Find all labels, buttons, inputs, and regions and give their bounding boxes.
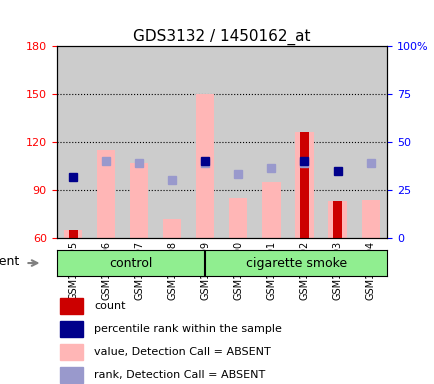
Text: rank, Detection Call = ABSENT: rank, Detection Call = ABSENT [94, 370, 265, 380]
Bar [287, 46, 320, 238]
Bar [229, 198, 247, 238]
Bar [353, 46, 386, 238]
Bar [163, 219, 181, 238]
Bar [221, 46, 254, 238]
Bar [299, 132, 308, 238]
Bar [60, 298, 83, 314]
Bar [122, 46, 155, 238]
Bar [64, 230, 82, 238]
Bar [60, 321, 83, 337]
Bar [196, 94, 214, 238]
Bar [320, 46, 353, 238]
Text: percentile rank within the sample: percentile rank within the sample [94, 324, 282, 334]
Bar [188, 46, 221, 238]
Bar [254, 46, 287, 238]
Bar [361, 200, 379, 238]
Text: count: count [94, 301, 125, 311]
Bar [60, 367, 83, 383]
Bar [97, 150, 115, 238]
Bar [56, 46, 89, 238]
Text: control: control [109, 257, 152, 270]
Text: cigarette smoke: cigarette smoke [245, 257, 346, 270]
Bar [262, 182, 280, 238]
Text: value, Detection Call = ABSENT: value, Detection Call = ABSENT [94, 347, 270, 357]
Title: GDS3132 / 1450162_at: GDS3132 / 1450162_at [133, 28, 310, 45]
Bar [295, 132, 313, 238]
Bar [328, 201, 346, 238]
Bar [155, 46, 188, 238]
Bar [60, 344, 83, 360]
Bar [69, 230, 77, 238]
Text: agent: agent [0, 255, 20, 268]
Bar [332, 201, 341, 238]
Bar [89, 46, 122, 238]
Bar [130, 163, 148, 238]
